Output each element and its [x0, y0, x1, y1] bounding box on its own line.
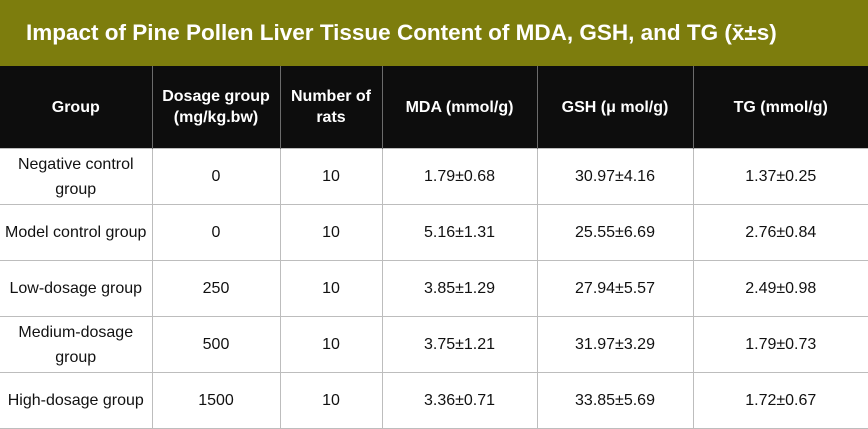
- table-row: Low-dosage group 250 10 3.85±1.29 27.94±…: [0, 260, 868, 317]
- cell-gsh: 33.85±5.69: [536, 372, 694, 429]
- cell-dosage: 1500: [151, 372, 281, 429]
- cell-dosage: 500: [151, 316, 281, 373]
- cell-rats: 10: [279, 372, 383, 429]
- header-mda: MDA (mmol/g): [381, 66, 537, 149]
- cell-tg: 1.37±0.25: [692, 148, 868, 205]
- cell-rats: 10: [279, 316, 383, 373]
- cell-mda: 1.79±0.68: [381, 148, 538, 205]
- table-row: Negative control group 0 10 1.79±0.68 30…: [0, 148, 868, 205]
- cell-gsh: 30.97±4.16: [536, 148, 694, 205]
- table-row: High-dosage group 1500 10 3.36±0.71 33.8…: [0, 372, 868, 429]
- cell-gsh: 31.97±3.29: [536, 316, 694, 373]
- cell-group: Medium-dosage group: [0, 316, 153, 373]
- cell-group: Low-dosage group: [0, 260, 153, 317]
- cell-group: Model control group: [0, 204, 153, 261]
- header-tg: TG (mmol/g): [692, 66, 868, 149]
- cell-dosage: 0: [151, 148, 281, 205]
- cell-tg: 2.76±0.84: [692, 204, 868, 261]
- cell-rats: 10: [279, 204, 383, 261]
- cell-dosage: 250: [151, 260, 281, 317]
- cell-tg: 1.79±0.73: [692, 316, 868, 373]
- header-dosage: Dosage group (mg/kg.bw): [151, 66, 280, 149]
- cell-mda: 3.36±0.71: [381, 372, 538, 429]
- cell-dosage: 0: [151, 204, 281, 261]
- table-row: Medium-dosage group 500 10 3.75±1.21 31.…: [0, 316, 868, 373]
- cell-group: High-dosage group: [0, 372, 153, 429]
- cell-rats: 10: [279, 260, 383, 317]
- cell-mda: 3.75±1.21: [381, 316, 538, 373]
- cell-tg: 1.72±0.67: [692, 372, 868, 429]
- header-row: Group Dosage group (mg/kg.bw) Number of …: [0, 66, 868, 149]
- table-title: Impact of Pine Pollen Liver Tissue Conte…: [26, 20, 777, 45]
- data-table: Group Dosage group (mg/kg.bw) Number of …: [0, 66, 868, 429]
- cell-gsh: 27.94±5.57: [536, 260, 694, 317]
- cell-group: Negative control group: [0, 148, 153, 205]
- table-row: Model control group 0 10 5.16±1.31 25.55…: [0, 204, 868, 261]
- cell-gsh: 25.55±6.69: [536, 204, 694, 261]
- cell-mda: 3.85±1.29: [381, 260, 538, 317]
- header-group: Group: [0, 66, 152, 149]
- cell-rats: 10: [279, 148, 383, 205]
- cell-tg: 2.49±0.98: [692, 260, 868, 317]
- table-title-bar: Impact of Pine Pollen Liver Tissue Conte…: [0, 0, 868, 66]
- header-number-of-rats: Number of rats: [279, 66, 382, 149]
- header-gsh: GSH (μ mol/g): [536, 66, 693, 149]
- cell-mda: 5.16±1.31: [381, 204, 538, 261]
